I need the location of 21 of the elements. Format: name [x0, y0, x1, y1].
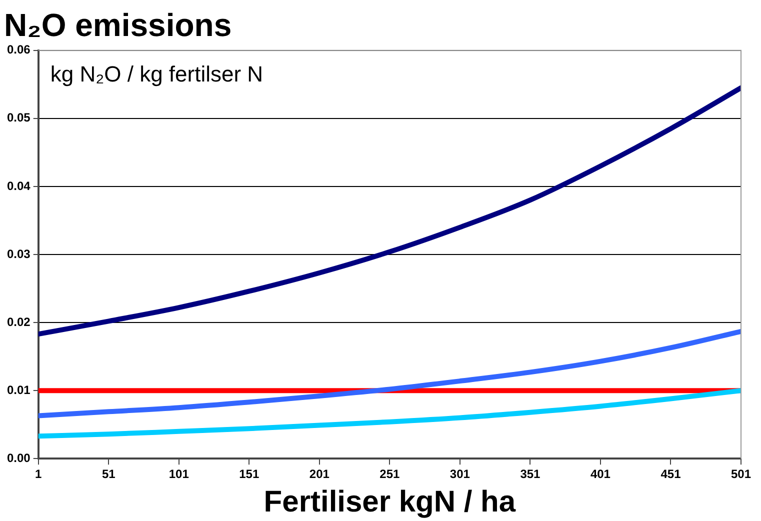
y-tick-label: 0.01: [6, 382, 31, 397]
y-tick-label: 0.06: [6, 42, 31, 57]
y-tick-label: 0.04: [6, 178, 31, 193]
x-tick-label: 151: [239, 467, 260, 482]
y-tick-label: 0.02: [6, 314, 31, 329]
x-tick-label: 1: [35, 467, 42, 482]
x-tick-label: 501: [730, 467, 752, 482]
x-tick-label: 51: [102, 467, 116, 482]
y-tick-label: 0.05: [6, 110, 31, 125]
x-tick-label: 451: [660, 467, 682, 482]
y-tick-label: 0.00: [6, 450, 31, 465]
x-axis-title: Fertiliser kgN / ha: [264, 485, 516, 518]
x-tick-label: 101: [168, 467, 190, 482]
y-tick-label: 0.03: [6, 246, 31, 261]
x-tick-label: 251: [380, 467, 400, 482]
annotation: kg N₂O / kg fertilser N: [50, 61, 264, 86]
chart-title: N₂O emissions: [4, 7, 232, 44]
x-tick-label: 351: [520, 467, 541, 482]
x-tick-label: 201: [309, 467, 330, 482]
x-tick-label: 301: [450, 467, 470, 482]
x-tick-label: 401: [590, 467, 611, 482]
